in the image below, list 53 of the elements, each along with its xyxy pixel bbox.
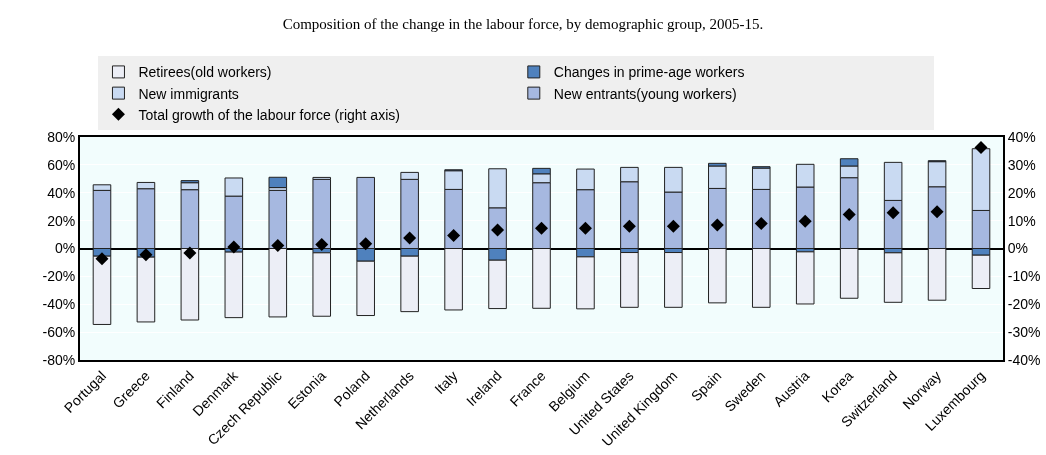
point	[622, 219, 636, 233]
y-tick-label: 60%	[47, 156, 76, 173]
bar	[268, 176, 288, 189]
point	[315, 238, 329, 252]
y-tick-label: 80%	[47, 128, 76, 145]
point	[447, 228, 461, 242]
bar	[883, 252, 903, 303]
point	[95, 252, 109, 266]
bar	[224, 251, 244, 319]
y-tick-label: 20%	[47, 212, 76, 229]
y-tick-label: -80%	[42, 351, 76, 368]
y-tick-label: 0%	[54, 240, 76, 257]
point	[403, 231, 417, 245]
bar	[795, 251, 815, 305]
point	[535, 221, 548, 235]
y2-tick-label: -40%	[1007, 351, 1041, 368]
legend-label: Total growth of the labour force (right axis)	[138, 106, 400, 123]
point	[139, 248, 153, 262]
y2-tick-label: -30%	[1007, 324, 1041, 341]
point	[710, 218, 724, 232]
bar	[664, 252, 683, 308]
point	[886, 206, 900, 220]
point	[578, 221, 592, 235]
y2-tick-label: 10%	[1007, 212, 1036, 229]
bar	[620, 252, 639, 308]
point	[666, 219, 680, 233]
point	[227, 240, 241, 254]
legend-label: New immigrants	[138, 85, 239, 102]
y-tick-label: -60%	[42, 324, 76, 341]
x-tick-label: Italy	[431, 367, 461, 398]
bar	[312, 178, 332, 249]
y-tick-label: -40%	[42, 296, 76, 313]
point	[271, 238, 285, 252]
bar	[312, 252, 332, 317]
y2-tick-label: 0%	[1007, 240, 1029, 257]
point	[930, 205, 944, 219]
legend-label: Retirees(old workers)	[138, 64, 272, 81]
point	[798, 214, 812, 228]
legend-label: Changes in prime-age workers	[553, 64, 745, 81]
point	[974, 141, 988, 155]
y2-tick-label: 40%	[1007, 128, 1036, 145]
chart-title: Composition of the change in the labour force, by demographic group, 2005-15.	[282, 15, 764, 32]
y-tick-label: 40%	[47, 184, 76, 201]
y2-tick-label: 20%	[1007, 184, 1036, 201]
point	[754, 216, 768, 230]
y2-tick-label: -20%	[1007, 296, 1041, 313]
y2-tick-label: -10%	[1007, 268, 1041, 285]
y-tick-label: -20%	[42, 268, 76, 285]
point	[842, 207, 856, 221]
point	[183, 246, 197, 260]
point	[359, 237, 373, 251]
y2-tick-label: 30%	[1007, 156, 1036, 173]
legend-label: New entrants(young workers)	[553, 85, 737, 102]
